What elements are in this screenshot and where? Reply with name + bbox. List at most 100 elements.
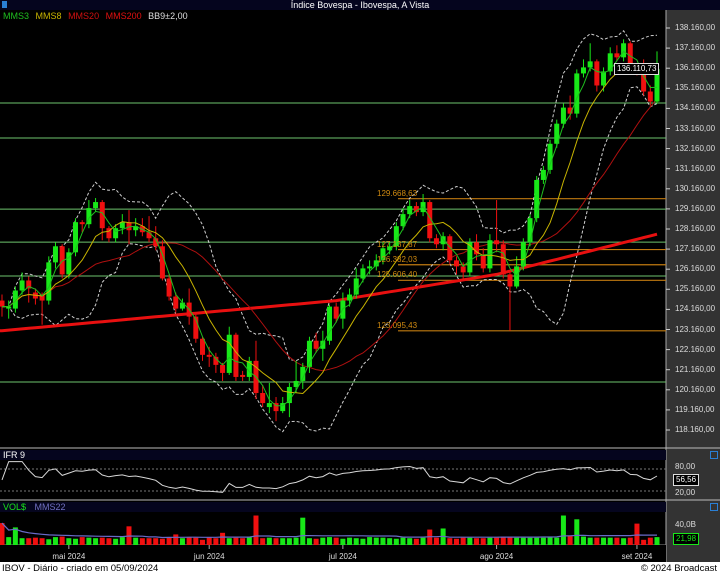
volume-bar	[554, 537, 560, 549]
month-label: jul 2024	[328, 552, 357, 561]
volume-bar	[266, 537, 272, 549]
volume-bar	[427, 529, 433, 549]
candle-body	[387, 246, 393, 251]
candle	[480, 248, 486, 273]
candle	[587, 43, 593, 72]
candle	[327, 304, 332, 345]
volume-bar	[393, 538, 399, 549]
candle-body	[560, 107, 566, 124]
volume-bar	[373, 537, 379, 549]
candle-body	[206, 354, 212, 357]
candle-body	[39, 294, 45, 301]
volume-bar	[220, 532, 226, 549]
volume-popout-icon[interactable]	[710, 503, 718, 511]
candle-body	[173, 296, 179, 309]
candle	[93, 198, 99, 213]
candle-body	[614, 53, 620, 58]
candle-body	[480, 254, 486, 269]
volume-bar	[159, 538, 165, 549]
legend-mms20[interactable]: MMS20	[68, 11, 100, 21]
price-tick-label: 131.160,00	[675, 163, 716, 173]
candle	[266, 382, 272, 414]
price-tick-label: 136.160,00	[675, 63, 716, 73]
candle	[86, 200, 92, 229]
volume-bar	[153, 538, 159, 549]
price-tick-label: 137.160,00	[675, 43, 716, 53]
candle-body	[453, 260, 459, 267]
volume-bar	[607, 537, 613, 549]
volume-bar	[66, 538, 72, 549]
candle-body	[286, 386, 292, 404]
month-label: mai 2024	[52, 552, 86, 561]
volume-bar	[226, 538, 232, 549]
rsi-panel-header: IFR 9	[0, 450, 666, 460]
candle	[300, 362, 306, 389]
candle-body	[373, 260, 379, 267]
volume-bar	[206, 537, 212, 549]
last-price-box: 136.110,73	[614, 63, 660, 75]
candle	[540, 165, 546, 184]
candle-body	[587, 61, 593, 68]
rsi-popout-icon[interactable]	[710, 451, 718, 459]
price-tick-label: 138.160,00	[675, 23, 716, 32]
candle-body	[246, 360, 252, 377]
candle-body	[607, 53, 613, 72]
candle	[226, 326, 232, 375]
candle	[420, 194, 426, 217]
candle-body	[333, 306, 339, 319]
legend-mms8[interactable]: MMS8	[35, 11, 62, 21]
price-tick-label: 135.160,00	[675, 83, 716, 93]
volume-mms22-line	[1, 522, 657, 539]
candle-body	[159, 246, 165, 279]
rsi-title: IFR 9	[3, 450, 26, 460]
volume-bar	[413, 538, 419, 549]
volume-bar	[534, 537, 540, 549]
candle	[647, 85, 653, 106]
candle-body	[554, 123, 560, 144]
price-tick-label: 119.160,00	[675, 404, 715, 414]
mms20-line	[2, 98, 658, 372]
volume-bar	[440, 528, 446, 549]
candle-body	[641, 69, 647, 92]
volume-bar	[73, 538, 79, 549]
volume-bar	[407, 538, 413, 549]
volume-bar	[260, 538, 266, 549]
price-tick-label: 123.160,00	[675, 324, 716, 334]
price-tick-label: 118.160,00	[675, 425, 715, 434]
volume-bar	[26, 538, 32, 549]
volume-bar	[621, 538, 627, 549]
candle-body	[226, 334, 232, 373]
legend-bollinger[interactable]: BB9±2,00	[148, 11, 188, 21]
volume-bar	[300, 517, 306, 549]
candle-body	[19, 280, 25, 291]
candle-body	[547, 143, 553, 170]
volume-bar	[0, 523, 5, 549]
candle	[560, 103, 566, 128]
candle-body	[400, 214, 406, 227]
volume-bar	[139, 538, 145, 549]
candle-body	[313, 340, 319, 349]
legend-mms3[interactable]: MMS3	[3, 11, 30, 21]
candle-body	[0, 300, 5, 307]
candle	[554, 119, 560, 148]
candle-body	[407, 206, 413, 215]
volume-bar	[179, 538, 185, 549]
candle-body	[93, 202, 99, 209]
price-tick-label: 134.160,00	[675, 103, 716, 113]
volume-bar	[320, 537, 326, 549]
candle-body	[280, 403, 286, 412]
volume-bar	[453, 538, 459, 549]
legend-mms200[interactable]: MMS200	[105, 11, 142, 21]
rsi-last-value: 56,56	[673, 474, 700, 486]
candle	[66, 248, 72, 279]
candle-body	[447, 236, 453, 261]
candle-body	[59, 246, 65, 275]
candle	[19, 272, 25, 295]
candle	[427, 200, 433, 243]
volume-bar	[133, 537, 139, 549]
month-label: ago 2024	[479, 552, 514, 561]
price-axis-background	[666, 10, 720, 562]
candle-body	[26, 280, 32, 289]
volume-bar	[587, 537, 593, 549]
